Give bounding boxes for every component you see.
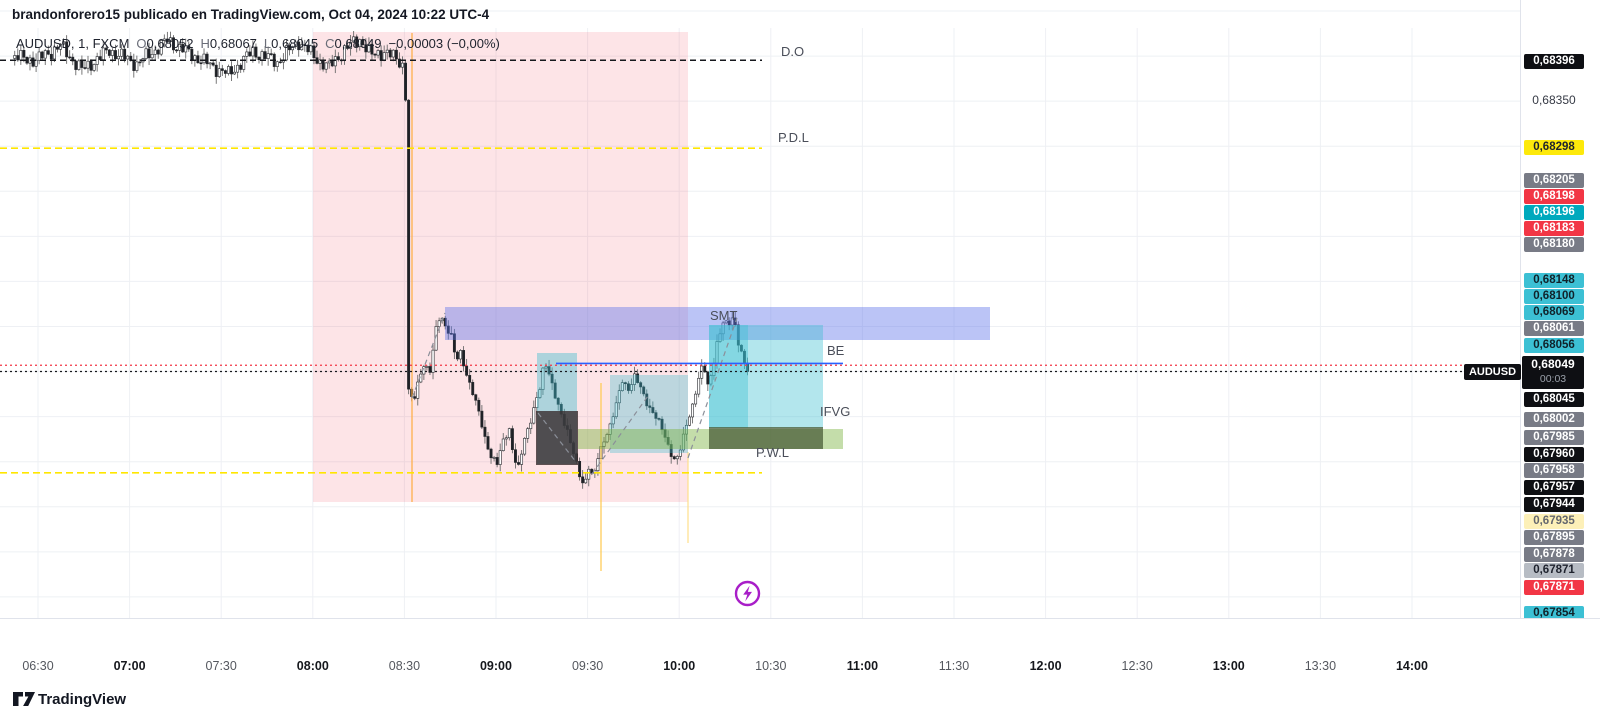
- price-level-label: 0,67878: [1524, 547, 1584, 562]
- legend-value: 0,68067: [209, 36, 257, 51]
- price-level-label: 0,68205: [1524, 173, 1584, 188]
- price-level-label: 0,67871: [1524, 563, 1584, 578]
- price-level-label: 0,68180: [1524, 237, 1584, 252]
- chart-plot-area[interactable]: [0, 0, 1520, 618]
- price-level-label: 0,68100: [1524, 289, 1584, 304]
- time-tick: 12:00: [1029, 659, 1062, 673]
- time-tick: 14:00: [1395, 659, 1428, 673]
- pdl-line-label: P.D.L: [778, 130, 809, 145]
- price-level-label: 0,68183: [1524, 221, 1584, 236]
- legend-key: H: [200, 36, 210, 51]
- price-level-label: 0,68002: [1524, 412, 1584, 427]
- price-level-label: 0,68061: [1524, 321, 1584, 336]
- current-price-value: 0,68049: [1531, 357, 1575, 371]
- time-tick: 13:00: [1212, 659, 1245, 673]
- footer-bar: TradingView: [0, 683, 1600, 722]
- price-level-label: 0,68196: [1524, 205, 1584, 220]
- time-tick: 06:30: [22, 659, 54, 673]
- time-tick: 11:00: [846, 659, 879, 673]
- price-level-label: 0,67935: [1524, 514, 1584, 529]
- price-axis-tick: 0,68350: [1532, 93, 1576, 107]
- current-price-label: 0,68049 00:03: [1522, 356, 1584, 389]
- time-tick: 11:30: [938, 659, 970, 673]
- pwl-line-label: P.W.L: [756, 445, 790, 460]
- price-level-label: 0,68298: [1524, 140, 1584, 155]
- be-line-label: BE: [827, 343, 845, 358]
- price-level-label: 0,67958: [1524, 463, 1584, 478]
- ohlc-legend[interactable]: AUDUSD, 1, FXCM O0,68052 H0,68067 L0,68045 C…: [16, 36, 500, 51]
- time-tick: 10:30: [755, 659, 787, 673]
- price-level-label: 0,67960: [1524, 447, 1584, 462]
- legend-key: L: [263, 36, 272, 51]
- time-axis[interactable]: 06:30 07:00 07:30 08:00 08:30 09:00 09:30 10:00…: [0, 618, 1600, 684]
- legend-key: C: [325, 36, 335, 51]
- time-tick: 09:30: [571, 659, 604, 673]
- tradingview-brand-text[interactable]: TradingView: [38, 691, 127, 708]
- price-level-label: 0,68148: [1524, 273, 1584, 288]
- time-tick: 07:30: [205, 659, 237, 673]
- price-level-label: 0,67944: [1524, 497, 1584, 512]
- do-line-label: D.O: [781, 44, 805, 59]
- tradingview-logo-icon[interactable]: [12, 691, 36, 709]
- ifvg-zone-label: IFVG: [820, 404, 851, 419]
- bar-countdown: 00:03: [1539, 373, 1567, 385]
- publisher-byline: brandonforero15 publicado en TradingView…: [12, 7, 490, 22]
- legend-value: 0,68049: [334, 36, 382, 51]
- legend-ohlc-values: O0,68052 H0,68067 L0,68045 C0,68049: [129, 36, 381, 51]
- price-level-label: 0,68198: [1524, 189, 1584, 204]
- legend-value: 0,68045: [271, 36, 319, 51]
- time-tick: 09:00: [479, 659, 512, 673]
- price-level-label: 0,68069: [1524, 305, 1584, 320]
- legend-symbol-title: AUDUSD, 1, FXCM: [16, 36, 130, 51]
- time-tick: 08:00: [296, 659, 329, 673]
- price-scale[interactable]: 0,68396 0,68350 0,68298 0,68205 0,68198 0,681…: [1520, 0, 1600, 618]
- smt-zone-label: SMT: [710, 308, 738, 323]
- price-level-label: 0,67957: [1524, 480, 1584, 495]
- time-tick: 07:00: [113, 659, 146, 673]
- lightning-tool-icon[interactable]: [733, 579, 762, 608]
- price-level-label: 0,67854: [1524, 606, 1584, 618]
- price-level-label: 0,67871: [1524, 580, 1584, 595]
- price-level-label: 0,68045: [1524, 392, 1584, 407]
- price-level-label: 0,68056: [1524, 338, 1584, 353]
- price-level-label: 0,68396: [1524, 54, 1584, 69]
- symbol-price-tag: AUDUSD: [1464, 364, 1521, 380]
- legend-change: −0,00003 (−0,00%): [388, 36, 500, 51]
- legend-key: O: [136, 36, 147, 51]
- price-level-label: 0,67895: [1524, 530, 1584, 545]
- time-tick: 10:00: [663, 659, 696, 673]
- time-tick: 12:30: [1121, 659, 1153, 673]
- price-level-label: 0,67985: [1524, 430, 1584, 445]
- time-tick: 08:30: [388, 659, 421, 673]
- time-tick: 13:30: [1304, 659, 1337, 673]
- legend-value: 0,68052: [146, 36, 194, 51]
